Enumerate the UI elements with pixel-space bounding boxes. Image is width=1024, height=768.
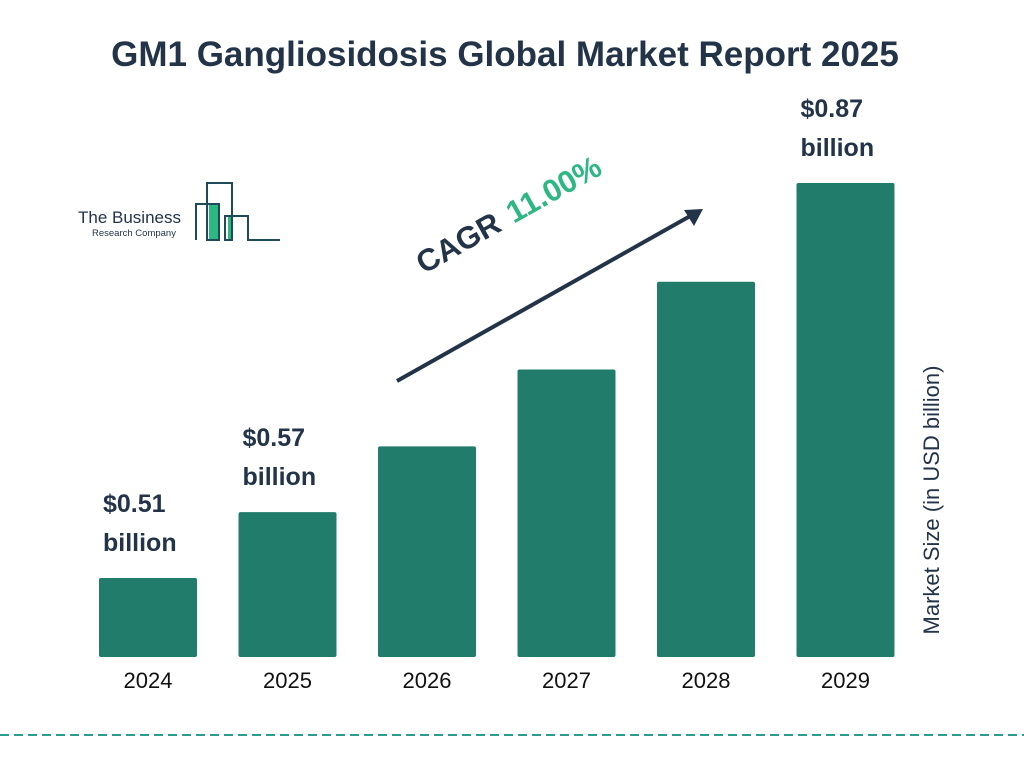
bar-2029 [796,183,895,657]
data-label: $0.57 billion [243,424,317,491]
bar-2028 [657,281,755,657]
x-tick-label: 2026 [403,668,452,693]
x-tick-label: 2027 [542,668,591,693]
data-label: $0.51 billion [103,490,177,557]
chart-title: GM1 Gangliosidosis Global Market Report … [111,35,899,74]
bar-2026 [378,446,476,657]
x-tick-label: 2028 [682,668,731,693]
data-label: $0.87 billion [801,95,875,162]
logo-line2: Research Company [92,228,176,239]
logo: The Business Research Company [78,182,280,241]
cagr-arrow [396,209,703,383]
x-tick-label: 2025 [263,668,312,693]
bar-2027 [517,369,616,657]
bar-2024 [99,578,197,657]
x-tick-label: 2024 [124,668,173,693]
bar-2025 [238,512,337,657]
y-axis-label: Market Size (in USD billion) [919,365,944,635]
logo-line1: The Business [78,208,181,227]
x-tick-label: 2029 [821,668,870,693]
